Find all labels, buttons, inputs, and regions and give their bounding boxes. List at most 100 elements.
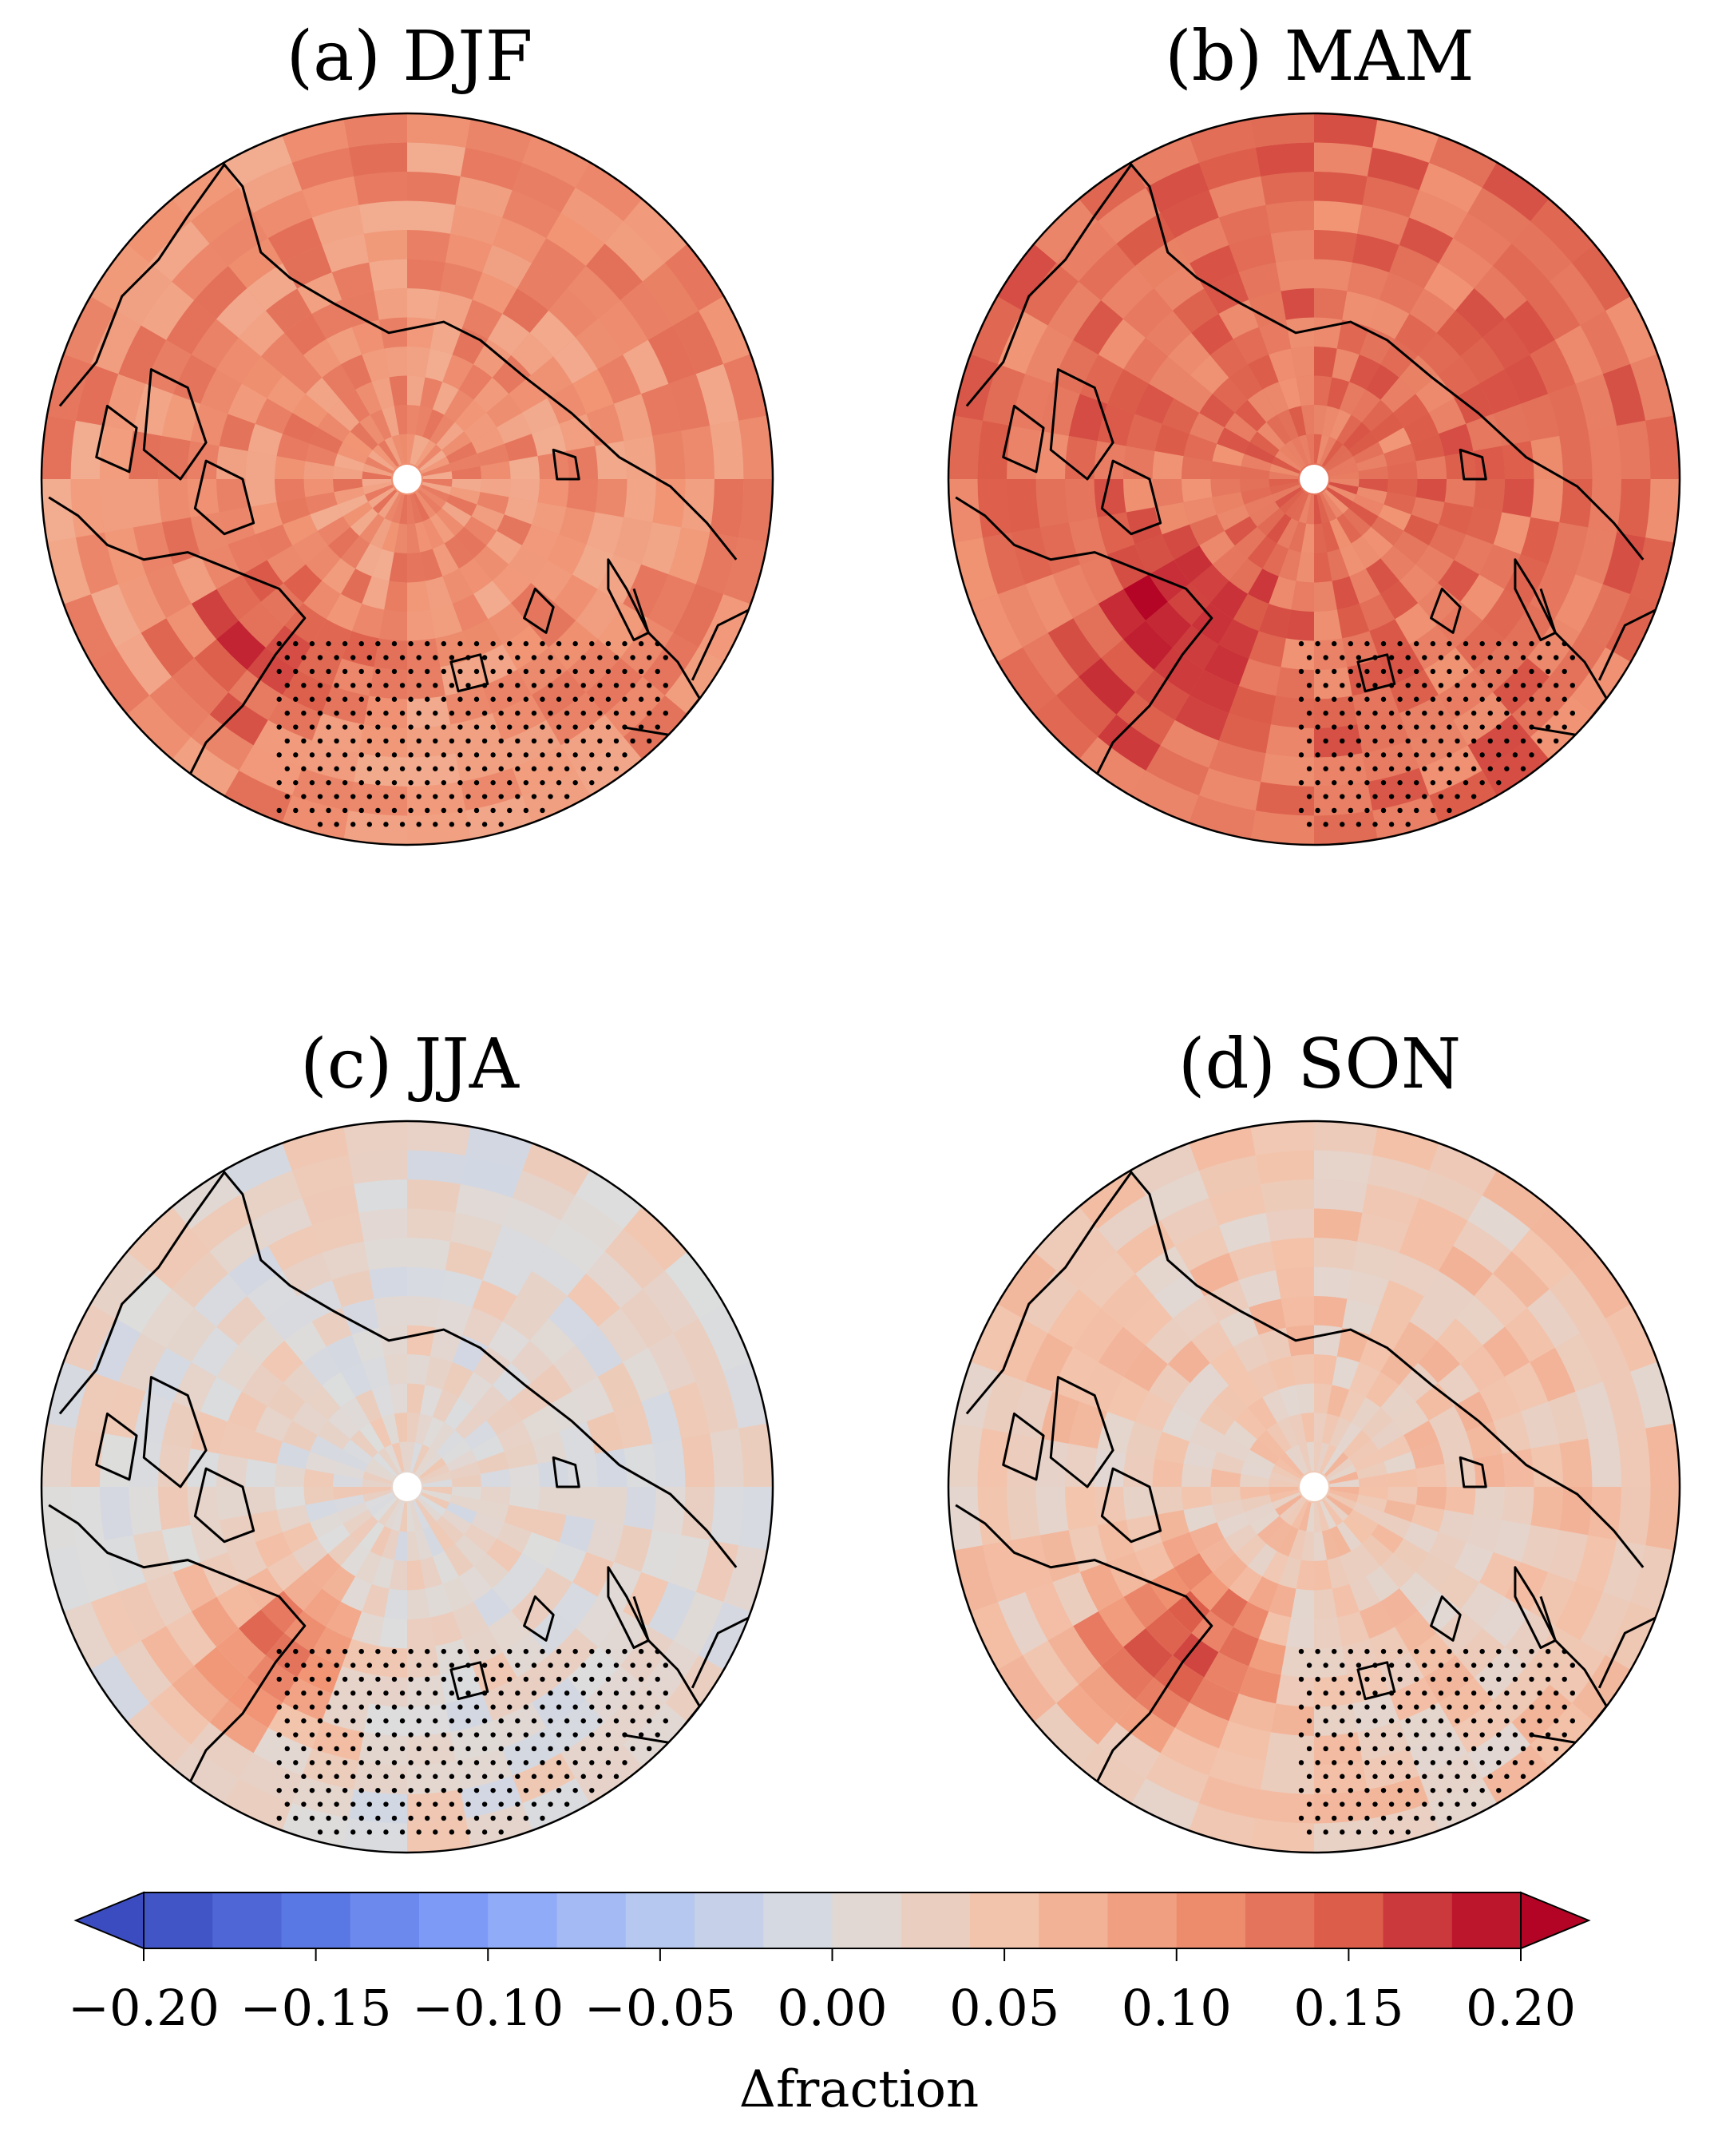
grid-cell [284, 314, 327, 355]
colorbar-segment [350, 1892, 420, 1948]
grid-cell [668, 527, 711, 585]
grid-cell [1174, 1382, 1213, 1421]
stipple-dot [1430, 1648, 1436, 1655]
grid-cell [341, 1576, 372, 1611]
stipple-dot [1315, 1732, 1320, 1738]
grid-cell [1285, 609, 1314, 641]
stipple-dot [1356, 1746, 1362, 1752]
grid-cell [133, 522, 173, 575]
stipple-dot [1455, 1801, 1460, 1807]
stipple-dot [490, 1815, 496, 1821]
grid-cell [997, 1318, 1048, 1382]
grid-cell [1209, 581, 1248, 620]
grid-cell [90, 1591, 141, 1655]
grid-cell [1234, 399, 1267, 432]
grid-cell [407, 1266, 445, 1299]
stipple-dot [481, 1746, 488, 1752]
grid-cell [430, 603, 463, 639]
stipple-dot [1364, 1760, 1370, 1766]
grid-cell [471, 427, 505, 454]
grid-cell [1444, 479, 1476, 508]
stipple-dot [465, 822, 471, 827]
stipple-dot [441, 668, 446, 675]
stipple-dot [1331, 696, 1337, 702]
grid-cell [1298, 1442, 1312, 1472]
grid-cell [354, 753, 407, 787]
grid-cell [1022, 632, 1079, 696]
stipple-dot [457, 752, 463, 758]
grid-cell [1328, 463, 1359, 477]
stipple-dot [515, 794, 521, 799]
grid-cell [454, 399, 487, 432]
grid-cell [161, 394, 201, 442]
grid-cell [283, 1362, 323, 1402]
stipple-dot [1537, 1746, 1542, 1752]
stipple-dot [1372, 766, 1378, 771]
colorbar-segment [763, 1892, 833, 1948]
stipple-dot [1537, 655, 1542, 660]
grid-cell [1145, 601, 1192, 648]
stipple-dot [490, 1704, 496, 1710]
grid-cell [1438, 1567, 1479, 1610]
stipple-dot [1364, 1648, 1370, 1655]
grid-cell [1209, 1346, 1248, 1385]
stipple-dot [540, 668, 545, 675]
grid-cell [1134, 1246, 1190, 1296]
grid-cell [1244, 1502, 1276, 1524]
grid-cell [253, 190, 312, 239]
grid-cell [1314, 375, 1332, 406]
grid-cell [305, 1553, 341, 1589]
stipple-dot [473, 1704, 480, 1710]
grid-cell [531, 560, 572, 602]
grid-cell [1098, 1596, 1146, 1647]
grid-cell [1454, 383, 1494, 424]
grid-cell [1369, 1307, 1410, 1347]
grid-cell [1152, 1487, 1184, 1516]
grid-cell [664, 647, 724, 715]
stipple-dot [293, 1815, 299, 1821]
stipple-dot [646, 683, 652, 688]
stipple-dot [572, 779, 578, 786]
stipple-dot [630, 1663, 635, 1668]
grid-cell [1511, 676, 1572, 737]
stipple-dot [1364, 807, 1370, 814]
grid-cell [1306, 494, 1314, 525]
grid-cell [422, 1487, 453, 1495]
grid-cell [1190, 355, 1229, 394]
stipple-dot [1315, 779, 1320, 786]
grid-cell [1257, 1516, 1285, 1544]
grid-cell [369, 259, 407, 291]
island-outline [142, 1376, 208, 1488]
grid-cell [1025, 574, 1074, 633]
stipple-dot [589, 1648, 595, 1655]
grid-cell [1645, 479, 1680, 543]
colorbar-tick-label: 0.20 [1465, 1979, 1577, 2037]
stipple-dot [383, 710, 389, 716]
stipple-dot [1422, 710, 1427, 716]
colorbar-tick-label: −0.20 [68, 1979, 220, 2037]
grid-cell [1269, 482, 1300, 495]
stipple-dot [301, 1746, 307, 1752]
stipple-dot [301, 1663, 307, 1668]
grid-cell [1559, 1438, 1593, 1487]
grid-cell [623, 1487, 657, 1531]
stipple-dot [1405, 1746, 1411, 1752]
grid-cell [464, 516, 497, 546]
grid-cell [351, 603, 385, 639]
stipple-dot [284, 766, 290, 771]
stipple-dot [424, 1648, 430, 1655]
grid-cell [1548, 1530, 1589, 1583]
stipple-dot [572, 752, 578, 758]
grid-cell [1262, 1551, 1289, 1584]
grid-cell [970, 1304, 1023, 1372]
grid-cell [412, 493, 430, 522]
grid-cell [1339, 382, 1366, 415]
grid-cell [145, 564, 192, 619]
stipple-dot [1306, 738, 1312, 744]
stipple-dot [465, 1746, 471, 1752]
grid-cell [1269, 1487, 1299, 1495]
stipple-dot [481, 1801, 488, 1807]
grid-cell [359, 414, 385, 445]
grid-cell [407, 1354, 430, 1385]
grid-cell [1554, 574, 1603, 633]
